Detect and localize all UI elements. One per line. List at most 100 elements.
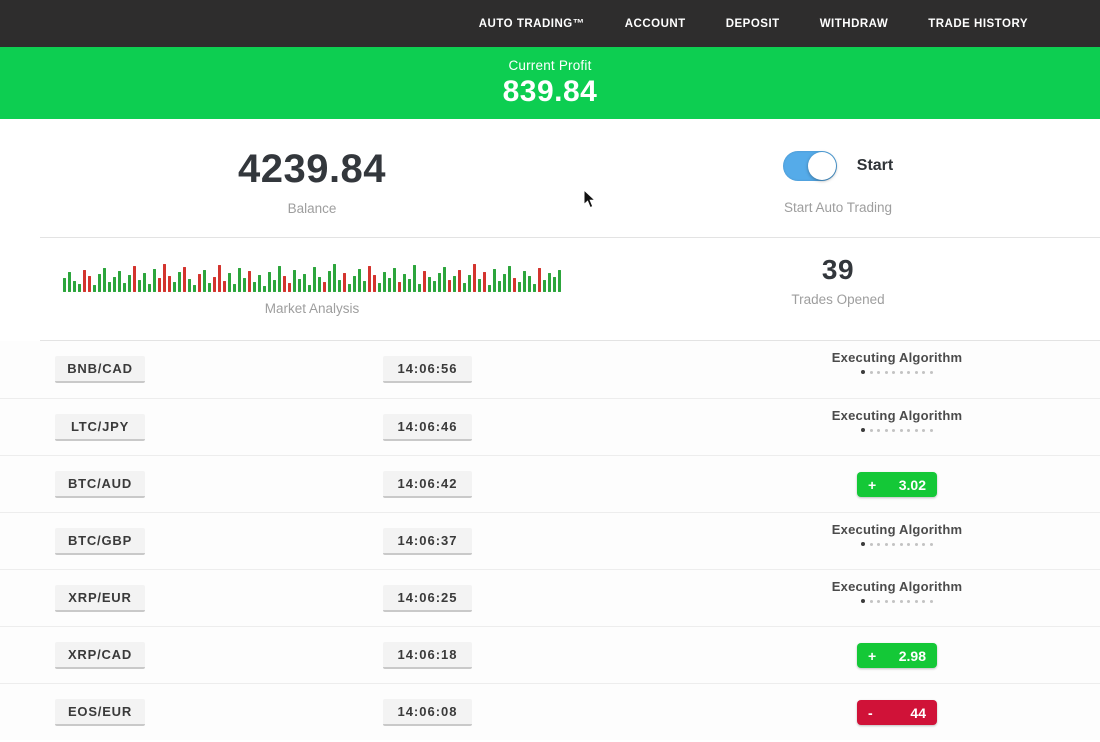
market-bar <box>543 280 546 292</box>
progress-dot <box>892 370 896 374</box>
badge-sign: - <box>868 704 873 721</box>
market-bar <box>503 274 506 292</box>
market-bar <box>288 283 291 292</box>
progress-dot <box>929 599 933 603</box>
market-bar <box>373 275 376 292</box>
executing-progress-dots <box>861 542 933 546</box>
market-bar <box>158 278 161 292</box>
market-bar <box>163 264 166 292</box>
market-bar <box>518 282 521 292</box>
market-bar <box>228 273 231 292</box>
pair-chip[interactable]: BTC/GBP <box>55 528 145 555</box>
section-divider <box>40 340 1100 341</box>
market-bar <box>148 284 151 292</box>
progress-dot <box>922 599 926 603</box>
market-bar <box>443 267 446 292</box>
time-chip: 14:06:42 <box>383 471 472 498</box>
market-bar <box>303 274 306 292</box>
market-bar <box>308 285 311 292</box>
nav-item-auto-trading[interactable]: AUTO TRADING™ <box>478 17 585 30</box>
badge-sign: + <box>868 476 877 493</box>
market-bar <box>533 284 536 292</box>
market-bar <box>233 284 236 292</box>
market-bar <box>398 282 401 292</box>
progress-dot <box>899 370 903 374</box>
trade-status: Executing Algorithm <box>787 570 1007 627</box>
badge-sign: + <box>868 647 877 664</box>
executing-algorithm-label: Executing Algorithm <box>831 522 963 537</box>
market-bar <box>113 277 116 292</box>
market-bar <box>178 272 181 292</box>
profit-badge: +2.98 <box>857 643 937 668</box>
market-bar <box>203 270 206 292</box>
pair-chip[interactable]: XRP/EUR <box>55 585 145 612</box>
market-bar <box>258 275 261 292</box>
progress-dot <box>861 599 866 603</box>
section-divider <box>40 237 1100 238</box>
nav-item-withdraw[interactable]: WITHDRAW <box>819 17 889 30</box>
progress-dot <box>914 599 918 603</box>
market-bar <box>138 280 141 292</box>
trades-table: BNB/CAD 14:06:56 Executing Algorithm LTC… <box>0 341 1100 740</box>
progress-dot <box>869 599 873 603</box>
market-bar <box>438 273 441 292</box>
progress-dot <box>907 542 911 546</box>
progress-dot <box>914 428 918 432</box>
pair-chip[interactable]: LTC/JPY <box>55 414 145 441</box>
market-bar <box>298 279 301 292</box>
market-bar <box>478 279 481 292</box>
progress-dot <box>861 428 866 432</box>
market-bar <box>198 274 201 292</box>
market-bar <box>408 279 411 292</box>
profit-badge: +3.02 <box>857 472 937 497</box>
market-bar <box>433 281 436 292</box>
progress-dot <box>892 599 896 603</box>
market-bar <box>78 284 81 292</box>
market-bar <box>218 265 221 292</box>
current-profit-label: Current Profit <box>508 58 592 73</box>
market-bar <box>283 276 286 292</box>
market-analysis-chart <box>0 260 624 292</box>
market-bar <box>293 270 296 292</box>
market-bar <box>348 284 351 292</box>
pair-chip[interactable]: BTC/AUD <box>55 471 145 498</box>
progress-dot <box>892 542 896 546</box>
progress-dot <box>929 428 933 432</box>
market-bar <box>63 278 66 292</box>
progress-dot <box>899 599 903 603</box>
market-bar <box>558 270 561 292</box>
progress-dot <box>869 370 873 374</box>
pair-chip[interactable]: BNB/CAD <box>55 356 145 383</box>
top-nav: AUTO TRADING™ ACCOUNT DEPOSIT WITHDRAW TRADE… <box>0 0 1100 47</box>
trade-row: XRP/CAD 14:06:18 +2.98 <box>0 626 1100 683</box>
time-chip: 14:06:37 <box>383 528 472 555</box>
pair-chip[interactable]: XRP/CAD <box>55 642 145 669</box>
market-bar <box>548 273 551 292</box>
market-bar <box>253 282 256 292</box>
progress-dot <box>914 370 918 374</box>
balance-section: 4239.84 Balance Start Start Auto Trading <box>0 119 1100 237</box>
trade-row: LTC/JPY 14:06:46 Executing Algorithm <box>0 398 1100 455</box>
market-bar <box>103 268 106 292</box>
market-bar <box>553 277 556 292</box>
toggle-knob <box>807 152 836 180</box>
market-bar <box>423 271 426 292</box>
current-profit-value: 839.84 <box>502 75 598 108</box>
market-bar <box>173 282 176 292</box>
progress-dot <box>861 370 866 374</box>
market-bar <box>278 266 281 292</box>
market-bar <box>193 285 196 292</box>
nav-item-account[interactable]: ACCOUNT <box>624 17 686 30</box>
pair-chip[interactable]: EOS/EUR <box>55 699 145 726</box>
market-bar <box>153 269 156 292</box>
executing-progress-dots <box>861 370 933 374</box>
nav-item-deposit[interactable]: DEPOSIT <box>725 17 780 30</box>
trade-row: XRP/EUR 14:06:25 Executing Algorithm <box>0 569 1100 626</box>
market-bar <box>343 273 346 292</box>
auto-trading-toggle[interactable] <box>782 151 837 181</box>
market-bar <box>313 267 316 292</box>
progress-dot <box>877 370 881 374</box>
market-bar <box>83 270 86 292</box>
nav-item-trade-history[interactable]: TRADE HISTORY <box>928 17 1028 30</box>
badge-value: 3.02 <box>898 476 926 493</box>
